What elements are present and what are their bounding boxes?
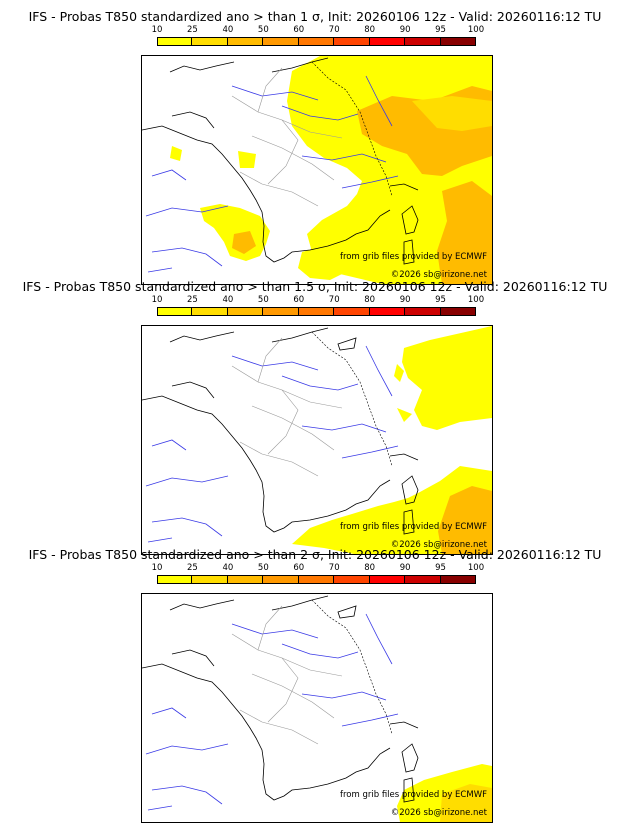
credit-source: from grib files provided by ECMWF xyxy=(340,790,487,800)
rivers xyxy=(145,613,399,811)
colorbar-segment xyxy=(440,37,476,46)
colorbar-segment xyxy=(263,37,299,46)
colorbar-segment xyxy=(334,575,370,584)
coastlines xyxy=(142,57,419,265)
colorbar-segment xyxy=(263,307,299,316)
colorbar-tick-label: 25 xyxy=(187,25,198,35)
colorbar-ticks: 10 25 40 50 60 70 80 90 95 100 xyxy=(152,563,485,574)
colorbar-ticks: 10 25 40 50 60 70 80 90 95 100 xyxy=(152,25,485,36)
map-panel-1: IFS - Probas T850 standardized ano > tha… xyxy=(0,9,630,285)
colorbar-segment xyxy=(369,575,406,584)
colorbar-tick-label: 10 xyxy=(151,295,163,305)
credit-source: from grib files provided by ECMWF xyxy=(340,252,487,262)
colorbar-tick-label: 80 xyxy=(364,295,376,305)
coastlines xyxy=(142,327,419,535)
map-drawing xyxy=(142,326,492,554)
map-panel-2: IFS - Probas T850 standardized ano > tha… xyxy=(0,279,630,555)
country-borders xyxy=(311,61,393,197)
colorbar-segment xyxy=(440,307,476,316)
colorbar-tick-label: 60 xyxy=(293,295,305,305)
colorbar-tick-label: 60 xyxy=(293,25,305,35)
colorbar-segment xyxy=(157,575,193,584)
colorbar-tick-label: 60 xyxy=(293,563,305,573)
colorbar xyxy=(157,307,476,316)
colorbar-tick-label: 50 xyxy=(257,295,269,305)
panel-title: IFS - Probas T850 standardized ano > tha… xyxy=(28,547,602,562)
colorbar-tick-label: 10 xyxy=(151,563,163,573)
probability-fill xyxy=(292,326,492,554)
colorbar-segment xyxy=(405,307,441,316)
colorbar-tick-label: 40 xyxy=(222,563,234,573)
colorbar-segment xyxy=(263,575,299,584)
regional-boundaries xyxy=(231,337,343,477)
colorbar-tick-label: 80 xyxy=(364,25,376,35)
colorbar-segment xyxy=(192,307,228,316)
colorbar-tick-label: 90 xyxy=(399,25,411,35)
map-panel-3: IFS - Probas T850 standardized ano > tha… xyxy=(0,547,630,823)
colorbar-tick-label: 95 xyxy=(435,563,446,573)
coastlines xyxy=(142,595,419,803)
country-borders xyxy=(311,331,393,467)
panel-title: IFS - Probas T850 standardized ano > tha… xyxy=(22,279,608,294)
colorbar-tick-label: 40 xyxy=(222,295,234,305)
colorbar-segment xyxy=(227,37,264,46)
map-drawing xyxy=(142,595,492,822)
credit-copyright: ©2026 sb@irizone.net xyxy=(390,808,487,818)
colorbar xyxy=(157,575,476,584)
map-drawing xyxy=(142,56,492,284)
credit-copyright: ©2026 sb@irizone.net xyxy=(390,270,487,280)
colorbar-tick-label: 80 xyxy=(364,563,376,573)
credit-source: from grib files provided by ECMWF xyxy=(340,522,487,532)
country-borders xyxy=(311,599,393,735)
colorbar-segment xyxy=(298,575,335,584)
probability-map: from grib files provided by ECMWF ©2026 … xyxy=(141,325,493,555)
panel-title: IFS - Probas T850 standardized ano > tha… xyxy=(28,9,602,24)
colorbar-tick-label: 70 xyxy=(328,25,340,35)
colorbar-tick-label: 100 xyxy=(467,295,485,305)
colorbar-segment xyxy=(334,37,370,46)
colorbar-tick-label: 40 xyxy=(222,25,234,35)
colorbar-tick-label: 25 xyxy=(187,295,198,305)
colorbar-tick-label: 10 xyxy=(151,25,163,35)
colorbar-tick-label: 100 xyxy=(467,25,485,35)
probability-map: from grib files provided by ECMWF ©2026 … xyxy=(141,55,493,285)
credit-copyright: ©2026 sb@irizone.net xyxy=(390,540,487,550)
regional-boundaries xyxy=(231,605,343,745)
colorbar-segment xyxy=(227,307,264,316)
colorbar xyxy=(157,37,476,46)
colorbar-segment xyxy=(157,307,193,316)
colorbar-segment xyxy=(157,37,193,46)
colorbar-segment xyxy=(298,307,335,316)
colorbar-segment xyxy=(298,37,335,46)
colorbar-tick-label: 25 xyxy=(187,563,198,573)
colorbar-tick-label: 95 xyxy=(435,25,446,35)
colorbar-segment xyxy=(192,37,228,46)
colorbar-tick-label: 90 xyxy=(399,295,411,305)
colorbar-segment xyxy=(369,307,406,316)
colorbar-segment xyxy=(369,37,406,46)
probability-map: from grib files provided by ECMWF ©2026 … xyxy=(141,593,493,823)
colorbar-segment xyxy=(405,37,441,46)
colorbar-segment xyxy=(440,575,476,584)
colorbar-tick-label: 95 xyxy=(435,295,446,305)
colorbar-tick-label: 50 xyxy=(257,25,269,35)
probability-fill xyxy=(397,764,492,822)
rivers xyxy=(145,75,399,273)
colorbar-ticks: 10 25 40 50 60 70 80 90 95 100 xyxy=(152,295,485,306)
colorbar-tick-label: 70 xyxy=(328,295,340,305)
colorbar-tick-label: 70 xyxy=(328,563,340,573)
colorbar-segment xyxy=(334,307,370,316)
colorbar-tick-label: 100 xyxy=(467,563,485,573)
probability-fill xyxy=(170,56,492,284)
regional-boundaries xyxy=(231,67,343,207)
colorbar-segment xyxy=(192,575,228,584)
colorbar-tick-label: 50 xyxy=(257,563,269,573)
rivers xyxy=(145,345,399,543)
colorbar-tick-label: 90 xyxy=(399,563,411,573)
colorbar-segment xyxy=(405,575,441,584)
colorbar-segment xyxy=(227,575,264,584)
